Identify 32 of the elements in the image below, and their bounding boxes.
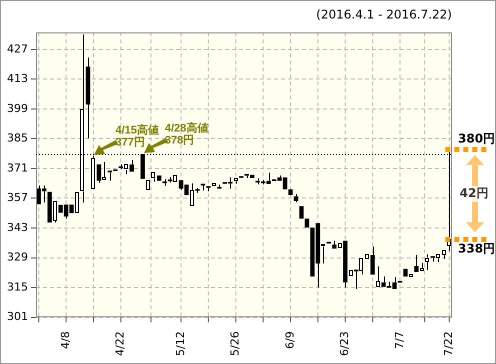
annotation: 4/15高値 377円 (115, 124, 159, 149)
annotation: 4/28高値 378円 (164, 122, 208, 147)
y-tick-label: 371 (6, 161, 28, 174)
x-tick-label: 6/9 (283, 331, 296, 349)
y-tick-label: 399 (6, 102, 28, 115)
ref-line-label: 380円 (458, 132, 496, 146)
y-tick-label: 385 (6, 132, 28, 145)
x-tick-label: 7/22 (442, 331, 456, 356)
candlestick (86, 56, 90, 139)
candlestick (162, 178, 167, 186)
x-tick-label: 4/22 (114, 331, 127, 356)
candlestick (156, 175, 162, 181)
x-tick-label: 7/7 (392, 331, 406, 349)
text: 42円 (460, 186, 488, 200)
ref-line-label: 338円 (458, 242, 496, 256)
candlestick (304, 218, 310, 228)
x-tick-label: 5/26 (228, 331, 242, 356)
candlestick (299, 206, 304, 219)
y-tick-label: 343 (6, 220, 28, 234)
x-tick-label: 4/8 (58, 331, 72, 349)
chart-subtitle: (2016.4.1 - 2016.7.22) (316, 7, 452, 22)
y-tick-label: 427 (6, 42, 28, 56)
x-tick-label: 5/12 (174, 331, 187, 356)
y-tick-label: 329 (6, 250, 28, 264)
candlestick (234, 178, 238, 184)
y-tick-label: 357 (6, 191, 28, 204)
y-tick-label: 301 (6, 310, 28, 324)
y-tick-label: 413 (6, 72, 28, 86)
candlestick (217, 184, 222, 189)
y-tick-label: 315 (6, 280, 28, 294)
candlestick (146, 180, 150, 190)
x-tick-label: 6/23 (338, 331, 352, 356)
